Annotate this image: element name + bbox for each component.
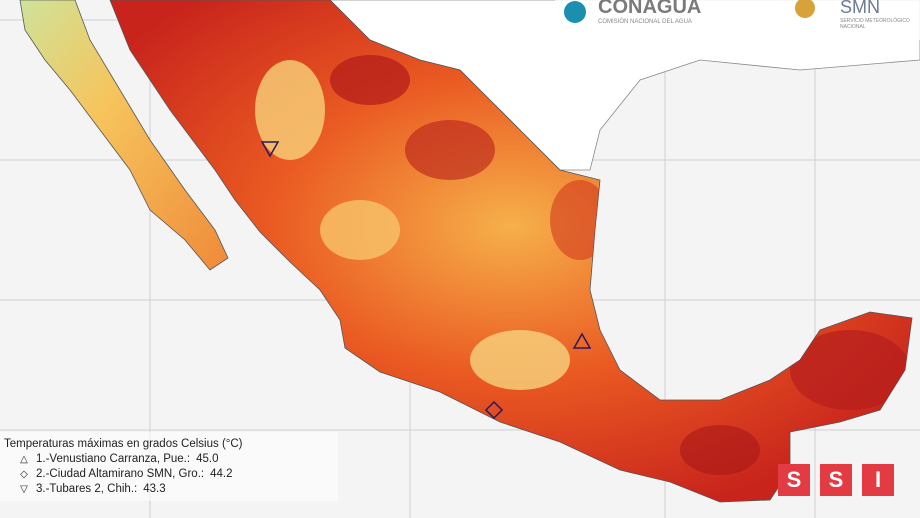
conagua-logo: CONAGUA COMISIÓN NACIONAL DEL AGUA	[598, 0, 701, 25]
legend-title: Temperaturas máximas en grados Celsius (…	[4, 438, 243, 450]
conagua-title: CONAGUA	[598, 0, 702, 18]
entry-label: 3.-Tubares 2, Chih.:	[36, 483, 138, 495]
baja-california	[19, 0, 229, 271]
legend-entry: ▽ 3.-Tubares 2, Chih.: 43.3	[18, 483, 334, 495]
watermark: S S I	[778, 464, 894, 496]
entry-value: 45.0	[196, 453, 219, 465]
inverted-triangle-symbol: ▽	[20, 483, 28, 495]
entry-value: 44.2	[210, 468, 233, 480]
entry-value: 43.3	[143, 483, 166, 495]
smn-title: SMN	[840, 0, 880, 17]
diamond-symbol: ◇	[20, 468, 28, 480]
temperature-blobs	[255, 55, 910, 475]
entry-label: 1.-Venustiano Carranza, Pue.:	[36, 453, 191, 465]
smn-icon	[795, 0, 815, 18]
watermark-letter: S	[778, 464, 810, 496]
triangle-symbol: △	[20, 453, 28, 465]
logo-band	[555, 0, 920, 40]
conagua-subtitle: COMISIÓN NACIONAL DEL AGUA	[598, 19, 692, 25]
smn-logo: SMN SERVICIO METEOROLÓGICO NACIONAL	[840, 0, 910, 30]
watermark-letter: S	[820, 464, 852, 496]
legend-entry: △ 1.-Venustiano Carranza, Pue.: 45.0	[18, 453, 334, 465]
watermark-letter: I	[862, 464, 894, 496]
legend: Temperaturas máximas en grados Celsius (…	[0, 432, 338, 501]
entry-label: 2.-Ciudad Altamirano SMN, Gro.:	[36, 468, 205, 480]
station-markers	[260, 141, 592, 420]
legend-entry: ◇ 2.-Ciudad Altamirano SMN, Gro.: 44.2	[18, 468, 334, 480]
smn-subtitle: SERVICIO METEOROLÓGICO NACIONAL	[840, 18, 910, 30]
conagua-icon	[564, 1, 586, 23]
